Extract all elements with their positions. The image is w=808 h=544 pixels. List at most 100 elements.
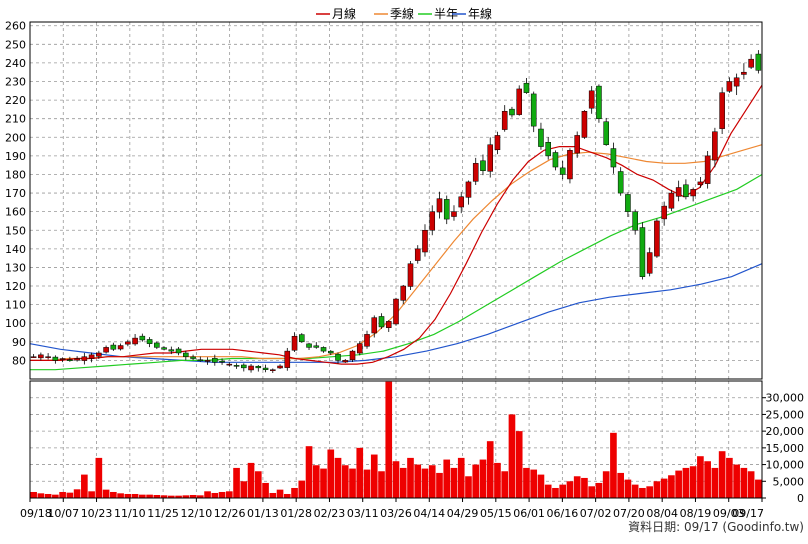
candle-body	[212, 358, 218, 363]
volume-bar	[247, 462, 255, 498]
candlestick	[313, 342, 320, 349]
ma-month-line	[30, 84, 763, 365]
date-tick-label: 02/23	[314, 507, 346, 520]
candlestick	[610, 142, 617, 174]
candlestick	[465, 180, 472, 205]
volume-bar	[602, 471, 610, 498]
date-tick-label: 12/26	[214, 507, 246, 520]
candlestick	[509, 106, 515, 118]
candle-body	[30, 356, 37, 358]
volume-bar	[486, 441, 494, 498]
candle-body	[451, 211, 457, 217]
date-tick-label: 08/19	[680, 507, 712, 520]
candlestick	[96, 350, 102, 359]
price-tick-label: 120	[5, 280, 26, 293]
candle-body	[154, 342, 160, 348]
candlestick	[697, 176, 704, 188]
candle-body	[726, 81, 733, 92]
candlestick	[654, 218, 660, 258]
legend-item-half-year: 半年	[418, 7, 458, 21]
candlestick	[407, 260, 414, 291]
volume-bar	[450, 467, 458, 498]
candle-body	[697, 181, 704, 186]
volume-bar	[341, 465, 349, 498]
ma-year-line	[29, 263, 763, 363]
candle-body	[161, 347, 167, 350]
candlestick	[197, 356, 204, 362]
date-tick-label: 09/03	[713, 507, 745, 520]
volume-bar	[37, 493, 45, 498]
candle-body	[712, 131, 718, 161]
candlestick	[414, 245, 421, 264]
candlestick	[422, 224, 428, 257]
candlestick	[538, 122, 544, 150]
candlestick	[349, 349, 356, 363]
date-tick-label: 10/07	[47, 507, 79, 520]
candlestick	[298, 333, 305, 343]
volume-bar	[443, 459, 451, 498]
volume-bar	[726, 457, 733, 498]
volume-bar	[110, 491, 117, 498]
candlestick	[45, 353, 51, 360]
candle-body	[741, 71, 747, 75]
candle-body	[704, 155, 711, 184]
candlestick	[364, 330, 370, 349]
candle-body	[646, 252, 653, 274]
volume-bar	[88, 491, 95, 498]
candle-body	[74, 358, 80, 361]
candle-body	[545, 142, 551, 157]
candlestick	[625, 192, 631, 217]
candle-body	[349, 350, 356, 361]
candle-body	[103, 347, 109, 353]
candlestick	[125, 339, 131, 347]
volume-bar	[349, 468, 356, 498]
candlestick-series	[30, 50, 762, 373]
volume-bar	[573, 476, 581, 498]
candle-body	[422, 230, 428, 253]
candle-body	[501, 111, 508, 130]
candle-body	[364, 334, 370, 347]
volume-bar	[189, 494, 197, 498]
volume-bar	[704, 461, 711, 498]
candle-body	[327, 350, 334, 354]
candle-body	[683, 184, 689, 198]
volume-bar	[472, 464, 480, 498]
candle-body	[414, 248, 421, 261]
volume-bar	[508, 414, 516, 498]
candlestick	[458, 191, 465, 214]
legend-label-month: 月線	[332, 6, 356, 21]
candle-body	[617, 171, 624, 194]
candle-body	[248, 365, 254, 371]
volume-bar	[494, 462, 501, 498]
price-tick-label: 160	[5, 206, 26, 219]
price-tick-label: 190	[5, 150, 26, 163]
volume-bar	[305, 446, 313, 498]
date-tick-label: 06/16	[547, 507, 579, 520]
candle-body	[277, 365, 283, 369]
candle-body	[270, 369, 276, 371]
volume-bar	[378, 471, 385, 498]
candle-body	[480, 160, 486, 171]
candle-body	[588, 90, 595, 109]
volume-bar	[233, 467, 240, 498]
candle-body	[284, 350, 291, 368]
candle-body	[110, 344, 117, 350]
volume-bar	[646, 486, 653, 498]
candle-body	[197, 359, 204, 361]
candlestick	[190, 354, 196, 361]
volume-bar	[523, 467, 530, 498]
volume-bar	[653, 481, 661, 498]
candlestick	[320, 346, 327, 353]
volume-bar	[52, 494, 59, 498]
volume-bar	[566, 481, 574, 498]
volume-bar	[102, 489, 110, 498]
candle-body	[530, 93, 537, 127]
volume-bar	[153, 494, 161, 498]
candlestick	[226, 362, 233, 367]
candle-body	[168, 349, 175, 352]
date-tick-label: 10/23	[81, 507, 113, 520]
date-tick-label: 11/25	[147, 507, 179, 520]
price-tick-label: 170	[5, 187, 26, 200]
price-tick-label: 150	[5, 224, 26, 237]
candle-body	[226, 363, 233, 366]
